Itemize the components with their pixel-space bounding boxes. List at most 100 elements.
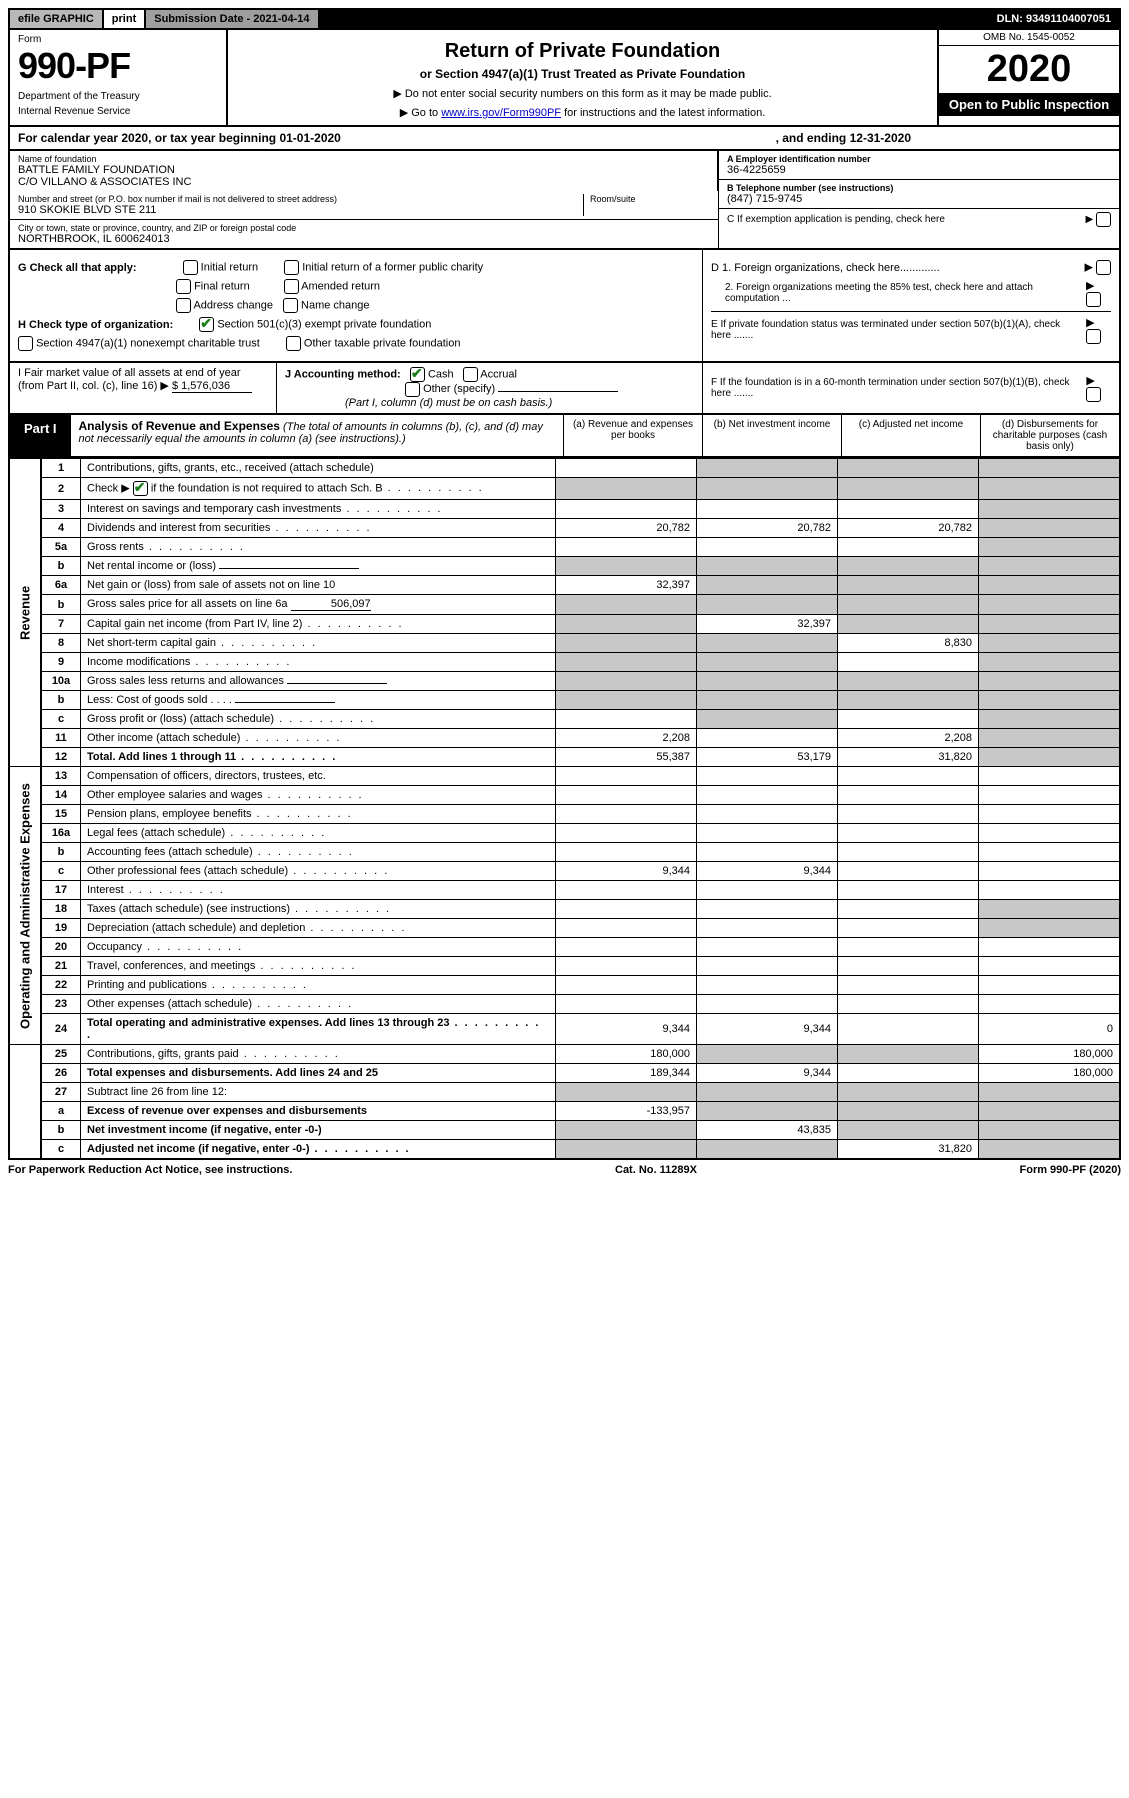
part-1-header: Part I Analysis of Revenue and Expenses … [8, 415, 1121, 458]
phone-value: (847) 715-9745 [727, 193, 1111, 205]
g-label: G Check all that apply: [18, 262, 137, 274]
irs-link[interactable]: www.irs.gov/Form990PF [441, 107, 561, 119]
h-other-taxable-checkbox[interactable] [286, 336, 301, 351]
year-begin: 01-01-2020 [279, 131, 340, 145]
c-pending-label: C If exemption application is pending, c… [727, 214, 945, 225]
e-label: E If private foundation status was termi… [711, 319, 1080, 341]
line-3: Interest on savings and temporary cash i… [81, 500, 556, 519]
line-11: Other income (attach schedule) [81, 729, 556, 748]
j-label: J Accounting method: [285, 368, 401, 380]
line-16b: Accounting fees (attach schedule) [81, 843, 556, 862]
line-19: Depreciation (attach schedule) and deple… [81, 919, 556, 938]
line-13: Compensation of officers, directors, tru… [81, 767, 556, 786]
cat-no: Cat. No. 11289X [615, 1164, 697, 1176]
g-final-return[interactable] [176, 279, 191, 294]
line-27b: Net investment income (if negative, ente… [81, 1121, 556, 1140]
city-label: City or town, state or province, country… [18, 223, 710, 233]
d1-checkbox[interactable] [1096, 260, 1111, 275]
d2-label: 2. Foreign organizations meeting the 85%… [725, 282, 1080, 304]
entity-info: Name of foundation BATTLE FAMILY FOUNDAT… [8, 151, 1121, 250]
tax-year: 2020 [939, 46, 1119, 93]
part-1-table: Revenue 1 Contributions, gifts, grants, … [8, 458, 1121, 1160]
line-15: Pension plans, employee benefits [81, 805, 556, 824]
e-checkbox[interactable] [1086, 329, 1101, 344]
line-4: Dividends and interest from securities [81, 519, 556, 538]
g-address-change[interactable] [176, 298, 191, 313]
line-5b: Net rental income or (loss) [81, 557, 556, 576]
line-27c: Adjusted net income (if negative, enter … [81, 1140, 556, 1160]
line-2: Check ▶ if the foundation is not require… [81, 478, 556, 500]
line-8: Net short-term capital gain [81, 634, 556, 653]
j-note: (Part I, column (d) must be on cash basi… [345, 397, 552, 409]
line-25: Contributions, gifts, grants paid [81, 1045, 556, 1064]
line-21: Travel, conferences, and meetings [81, 957, 556, 976]
sch-b-checkbox[interactable] [133, 481, 148, 496]
f-checkbox[interactable] [1086, 387, 1101, 402]
col-b-header: (b) Net investment income [702, 415, 841, 456]
j-accrual-checkbox[interactable] [463, 367, 478, 382]
g-initial-return[interactable] [183, 260, 198, 275]
calendar-year-line: For calendar year 2020, or tax year begi… [8, 127, 1121, 151]
top-bar: efile GRAPHIC print Submission Date - 20… [8, 8, 1121, 30]
i-fmv-value: $ 1,576,036 [172, 380, 252, 393]
g-initial-public[interactable] [284, 260, 299, 275]
form-word: Form [18, 34, 218, 45]
year-end: 12-31-2020 [850, 131, 911, 145]
line-16c: Other professional fees (attach schedule… [81, 862, 556, 881]
line-10b: Less: Cost of goods sold . . . . [81, 691, 556, 710]
print-button[interactable]: print [104, 10, 144, 28]
foundation-name-2: C/O VILLANO & ASSOCIATES INC [18, 176, 709, 188]
f-label: F If the foundation is in a 60-month ter… [711, 377, 1086, 399]
line-7: Capital gain net income (from Part IV, l… [81, 615, 556, 634]
line-10a: Gross sales less returns and allowances [81, 672, 556, 691]
form-title: Return of Private Foundation [240, 40, 925, 63]
line-14: Other employee salaries and wages [81, 786, 556, 805]
page-footer: For Paperwork Reduction Act Notice, see … [8, 1164, 1121, 1176]
revenue-side-label: Revenue [9, 459, 41, 767]
room-label: Room/suite [590, 194, 710, 204]
line-10c: Gross profit or (loss) (attach schedule) [81, 710, 556, 729]
paperwork-notice: For Paperwork Reduction Act Notice, see … [8, 1164, 292, 1176]
dept-treasury: Department of the Treasury [18, 91, 218, 102]
h-label: H Check type of organization: [18, 319, 173, 331]
form-number: 990-PF [18, 45, 218, 87]
line-24: Total operating and administrative expen… [81, 1014, 556, 1045]
line-23: Other expenses (attach schedule) [81, 995, 556, 1014]
g-name-change[interactable] [283, 298, 298, 313]
c-checkbox[interactable] [1096, 212, 1111, 227]
line-17: Interest [81, 881, 556, 900]
goto-note: ▶ Go to www.irs.gov/Form990PF for instru… [240, 106, 925, 119]
ein-label: A Employer identification number [727, 154, 1111, 164]
city-state-zip: NORTHBROOK, IL 600624013 [18, 233, 710, 245]
check-section: G Check all that apply: Initial return I… [8, 250, 1121, 363]
line-12: Total. Add lines 1 through 11 [81, 748, 556, 767]
omb-number: OMB No. 1545-0052 [939, 30, 1119, 46]
foundation-name-1: BATTLE FAMILY FOUNDATION [18, 164, 709, 176]
ssn-warning: ▶ Do not enter social security numbers o… [240, 87, 925, 100]
h-501c3-checkbox[interactable] [199, 317, 214, 332]
col-a-header: (a) Revenue and expenses per books [563, 415, 702, 456]
j-cash-checkbox[interactable] [410, 367, 425, 382]
efile-label: efile GRAPHIC [10, 10, 102, 28]
line-27a: Excess of revenue over expenses and disb… [81, 1102, 556, 1121]
col-c-header: (c) Adjusted net income [841, 415, 980, 456]
j-other-checkbox[interactable] [405, 382, 420, 397]
part-1-tab: Part I [10, 415, 71, 456]
line-1: Contributions, gifts, grants, etc., rece… [81, 459, 556, 478]
expenses-side-label: Operating and Administrative Expenses [9, 767, 41, 1045]
line-18: Taxes (attach schedule) (see instruction… [81, 900, 556, 919]
line-5a: Gross rents [81, 538, 556, 557]
g-amended-return[interactable] [284, 279, 299, 294]
form-ref: Form 990-PF (2020) [1020, 1164, 1121, 1176]
form-subtitle: or Section 4947(a)(1) Trust Treated as P… [240, 67, 925, 81]
dln-label: DLN: 93491104007051 [989, 10, 1119, 28]
d2-checkbox[interactable] [1086, 292, 1101, 307]
line-6b: Gross sales price for all assets on line… [81, 595, 556, 615]
line-6a: Net gain or (loss) from sale of assets n… [81, 576, 556, 595]
name-label: Name of foundation [18, 154, 709, 164]
h-4947-checkbox[interactable] [18, 336, 33, 351]
street-address: 910 SKOKIE BLVD STE 211 [18, 204, 583, 216]
line-22: Printing and publications [81, 976, 556, 995]
line-20: Occupancy [81, 938, 556, 957]
fmv-section: I Fair market value of all assets at end… [8, 363, 1121, 415]
